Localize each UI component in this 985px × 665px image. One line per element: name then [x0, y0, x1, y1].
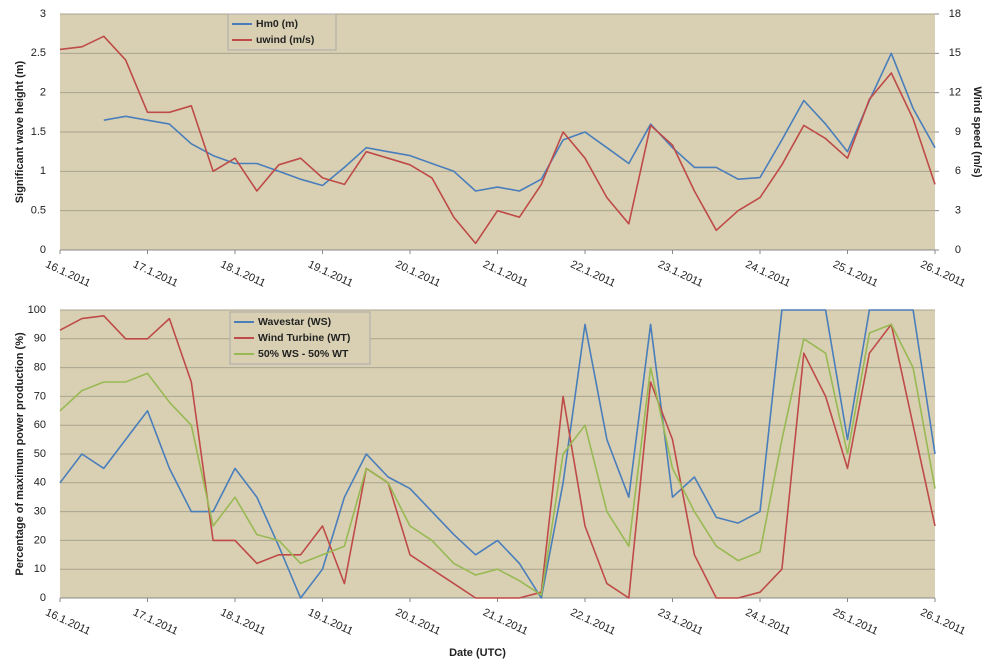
x-tick-label: 19.1.2011 [306, 606, 355, 637]
legend-label: 50% WS - 50% WT [258, 348, 349, 360]
data-line [103, 52, 936, 192]
y-axis-title: Percentage of maximum power production (… [14, 332, 26, 576]
x-tick-label: 19.1.2011 [306, 258, 355, 289]
y2-tick-label: 3 [955, 205, 961, 217]
x-tick-label: 24.1.2011 [744, 606, 793, 637]
x-tick-label: 18.1.2011 [219, 258, 268, 289]
x-tick-label: 20.1.2011 [394, 606, 443, 637]
y-tick-label: 40 [34, 477, 46, 489]
legend-label: Wavestar (WS) [258, 316, 331, 328]
x-tick-label: 24.1.2011 [744, 258, 793, 289]
y-tick-label: 0 [40, 244, 46, 256]
y-tick-label: 50 [34, 448, 46, 460]
y2-tick-label: 6 [955, 165, 961, 177]
y-tick-label: 80 [34, 362, 46, 374]
legend: Wavestar (WS) Wind Turbine (WT) 50% WS - 5… [229, 311, 371, 365]
x-tick-label: 16.1.2011 [44, 258, 93, 289]
y-tick-label: 60 [34, 419, 46, 431]
x-axis-title: Date (UTC) [449, 647, 506, 659]
x-tick-label: 22.1.2011 [569, 258, 618, 289]
x-tick-label: 20.1.2011 [394, 258, 443, 289]
y-axis-title: Significant wave height (m) [14, 60, 26, 203]
y-tick-label: 30 [34, 506, 46, 518]
data-line [59, 323, 936, 596]
x-tick-label: 17.1.2011 [131, 258, 180, 289]
y2-tick-label: 15 [949, 47, 961, 59]
y-tick-label: 3 [40, 8, 46, 20]
y-tick-label: 2.5 [31, 47, 46, 59]
data-line [59, 309, 936, 599]
x-tick-label: 25.1.2011 [831, 606, 880, 637]
y2-tick-label: 18 [949, 8, 961, 20]
x-tick-label: 21.1.2011 [481, 606, 530, 637]
y2-tick-label: 12 [949, 87, 961, 99]
legend-label: uwind (m/s) [256, 34, 314, 46]
y2-tick-label: 9 [955, 126, 961, 138]
y2-axis-title: Wind speed (m/s) [971, 87, 983, 178]
y2-tick-label: 0 [955, 244, 961, 256]
legend-label: Wind Turbine (WT) [258, 332, 350, 344]
y-tick-label: 2 [40, 87, 46, 99]
legend: Hm0 (m) uwind (m/s) [227, 13, 337, 51]
x-tick-label: 23.1.2011 [656, 258, 705, 289]
legend-box [227, 13, 337, 51]
y-tick-label: 100 [28, 304, 46, 316]
x-tick-label: 25.1.2011 [831, 258, 880, 289]
x-tick-label: 26.1.2011 [919, 606, 968, 637]
y-tick-label: 0 [40, 592, 46, 604]
legend-label: Hm0 (m) [256, 18, 298, 30]
x-tick-label: 23.1.2011 [656, 606, 705, 637]
data-line [59, 315, 936, 599]
y-tick-label: 10 [34, 563, 46, 575]
y-tick-label: 20 [34, 534, 46, 546]
x-tick-label: 16.1.2011 [44, 606, 93, 637]
x-tick-label: 17.1.2011 [131, 606, 180, 637]
x-tick-label: 18.1.2011 [219, 606, 268, 637]
y-tick-label: 0.5 [31, 205, 46, 217]
x-tick-label: 26.1.2011 [919, 258, 968, 289]
y-tick-label: 1.5 [31, 126, 46, 138]
y-tick-label: 90 [34, 333, 46, 345]
y-tick-label: 1 [40, 165, 46, 177]
y-tick-label: 70 [34, 390, 46, 402]
x-tick-label: 22.1.2011 [569, 606, 618, 637]
x-tick-label: 21.1.2011 [481, 258, 530, 289]
data-line [59, 35, 936, 245]
